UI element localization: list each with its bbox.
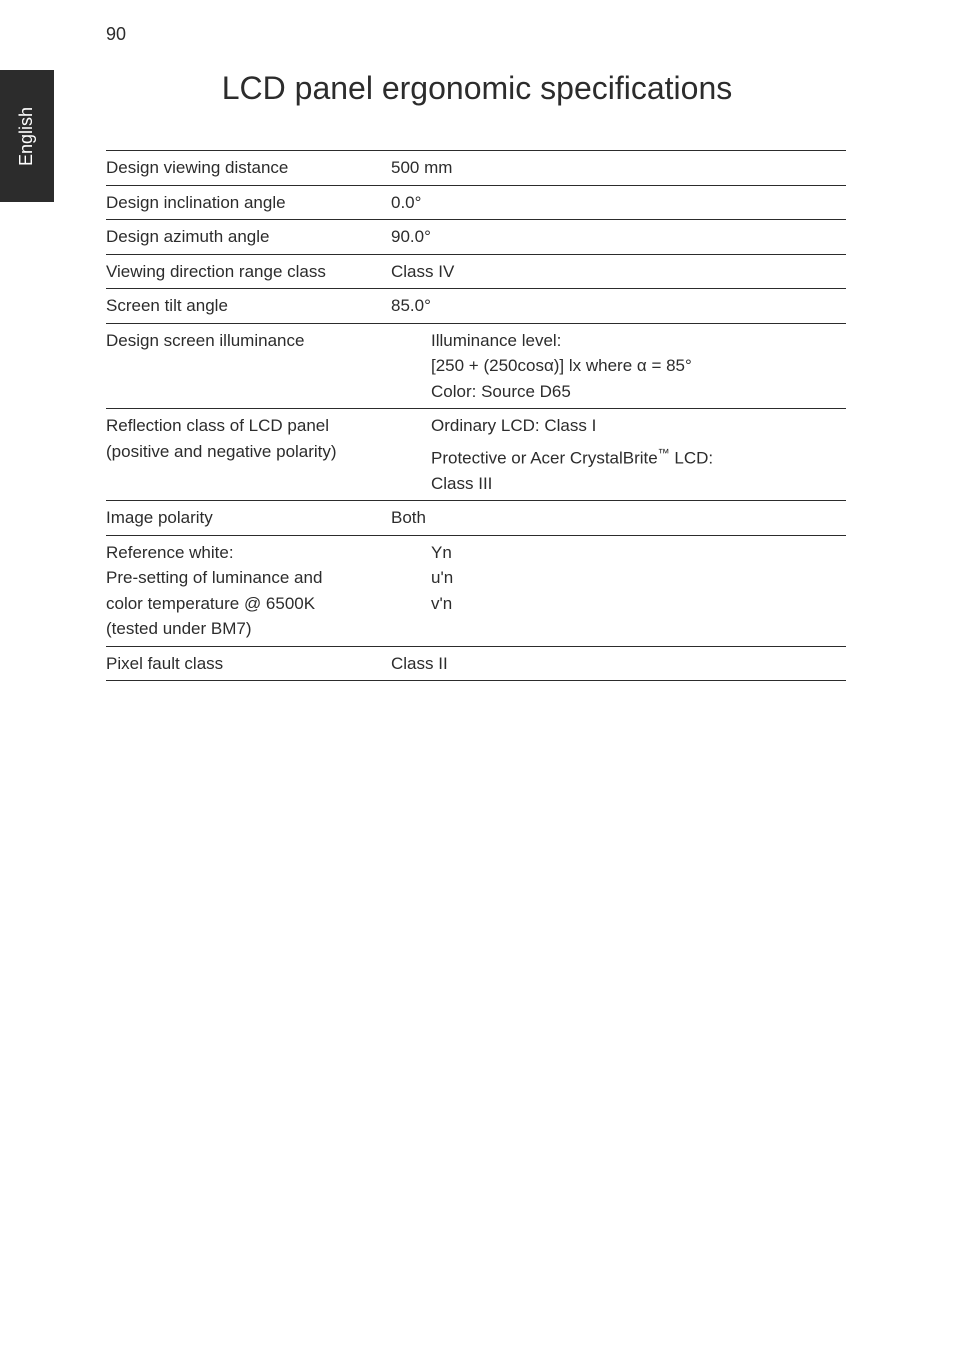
spec-value: Ordinary LCD: Class IProtective or Acer … (391, 409, 846, 501)
table-row: Design inclination angle0.0° (106, 185, 846, 220)
spec-label: Image polarity (106, 501, 391, 536)
spec-label: Reflection class of LCD panel(positive a… (106, 409, 391, 501)
spec-value: 500 mm (391, 151, 846, 186)
spec-label: Viewing direction range class (106, 254, 391, 289)
table-row: Screen tilt angle85.0° (106, 289, 846, 324)
spec-value: Ynu'nv'n (391, 535, 846, 646)
spec-table: Design viewing distance500 mmDesign incl… (106, 150, 846, 681)
page-number: 90 (106, 24, 126, 45)
spec-label: Design screen illuminance (106, 323, 391, 409)
spec-value: 90.0° (391, 220, 846, 255)
spec-label: Design inclination angle (106, 185, 391, 220)
page-title: LCD panel ergonomic specifications (0, 70, 954, 107)
table-row: Reflection class of LCD panel(positive a… (106, 409, 846, 501)
table-row: Image polarityBoth (106, 501, 846, 536)
table-row: Design viewing distance500 mm (106, 151, 846, 186)
spec-label: Design azimuth angle (106, 220, 391, 255)
spec-label: Design viewing distance (106, 151, 391, 186)
spec-value: 0.0° (391, 185, 846, 220)
table-row: Design screen illuminanceIlluminance lev… (106, 323, 846, 409)
table-row: Pixel fault classClass II (106, 646, 846, 681)
spec-label: Screen tilt angle (106, 289, 391, 324)
spec-value: 85.0° (391, 289, 846, 324)
table-row: Reference white:Pre-setting of luminance… (106, 535, 846, 646)
spec-value: Both (391, 501, 846, 536)
table-row: Design azimuth angle90.0° (106, 220, 846, 255)
spec-value: Illuminance level:[250 + (250cosα)] lx w… (391, 323, 846, 409)
table-row: Viewing direction range classClass IV (106, 254, 846, 289)
language-tab-label: English (17, 106, 38, 165)
spec-label: Pixel fault class (106, 646, 391, 681)
spec-value: Class IV (391, 254, 846, 289)
spec-label: Reference white:Pre-setting of luminance… (106, 535, 391, 646)
spec-value: Class II (391, 646, 846, 681)
